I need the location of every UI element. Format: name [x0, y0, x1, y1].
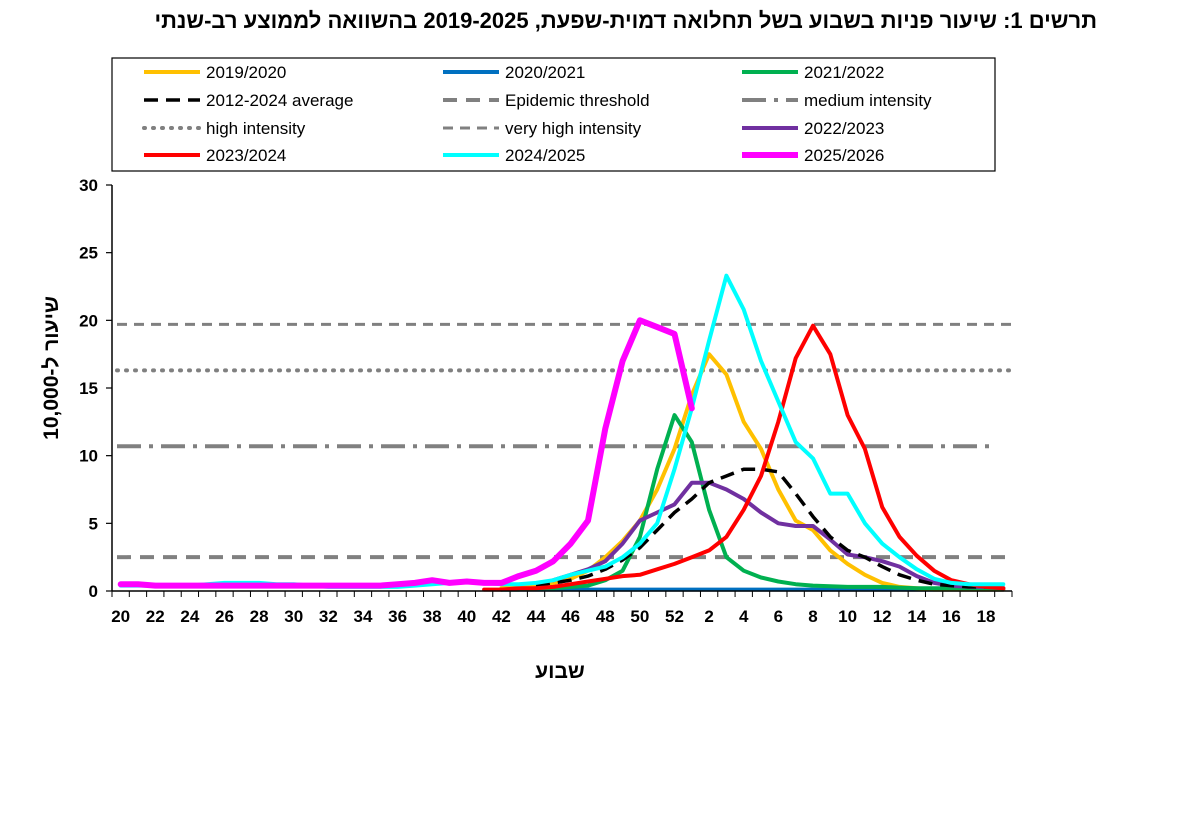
x-tick-label: 6	[774, 607, 783, 626]
series-2012-2024-average	[535, 467, 1004, 589]
y-tick-label: 5	[89, 514, 98, 533]
legend-label-2021-2022: 2021/2022	[804, 63, 884, 82]
x-tick-label: 50	[630, 607, 649, 626]
series-2024-2025	[118, 273, 1006, 589]
x-tick-label: 8	[808, 607, 817, 626]
x-tick-label: 20	[111, 607, 130, 626]
x-tick-label: 46	[561, 607, 580, 626]
x-tick-label: 52	[665, 607, 684, 626]
x-tick-label: 26	[215, 607, 234, 626]
series-2023-2024	[482, 323, 1006, 592]
y-tick-label: 15	[79, 379, 98, 398]
series-lines	[117, 273, 1006, 592]
legend-label-2012-2024-average: 2012-2024 average	[206, 91, 353, 110]
y-axis-title: שיעור ל-10,000	[40, 296, 63, 440]
legend-box	[111, 57, 996, 172]
legend-label-2020-2021: 2020/2021	[505, 63, 585, 82]
x-tick-label: 2	[704, 607, 713, 626]
x-tick-label: 22	[146, 607, 165, 626]
y-tick-label: 20	[79, 311, 98, 330]
y-tick-label: 10	[79, 447, 98, 466]
x-tick-label: 18	[977, 607, 996, 626]
x-tick-label: 42	[492, 607, 511, 626]
legend-label-very-high-intensity: very high intensity	[505, 119, 642, 138]
legend-label-medium-intensity: medium intensity	[804, 91, 932, 110]
x-tick-label: 48	[596, 607, 615, 626]
x-tick-label: 10	[838, 607, 857, 626]
x-tick-label: 44	[527, 607, 546, 626]
x-tick-label: 24	[180, 607, 199, 626]
x-axis-title: שבוע	[535, 660, 585, 683]
x-tick-label: 30	[284, 607, 303, 626]
legend-label-epidemic-threshold: Epidemic threshold	[505, 91, 650, 110]
legend-label-high-intensity: high intensity	[206, 119, 306, 138]
x-tick-label: 12	[873, 607, 892, 626]
x-tick-label: 40	[457, 607, 476, 626]
x-tick-label: 14	[907, 607, 926, 626]
series-2019-2020	[499, 352, 1006, 592]
chart-title: תרשים 1: שיעור פניות בשבוע בשל תחלואה דמ…	[154, 8, 1097, 33]
legend-label-2023-2024: 2023/2024	[206, 146, 286, 165]
series-2025-2026	[117, 317, 695, 589]
x-tick-label: 32	[319, 607, 338, 626]
x-tick-label: 28	[250, 607, 269, 626]
x-tick-label: 4	[739, 607, 749, 626]
x-tick-label: 36	[388, 607, 407, 626]
reference-lines	[115, 322, 1014, 560]
y-tick-label: 30	[79, 176, 98, 195]
series-2021-2022	[499, 413, 1006, 592]
legend-label-2025-2026: 2025/2026	[804, 146, 884, 165]
series-2022-2023	[551, 480, 1006, 591]
legend-label-2024-2025: 2024/2025	[505, 146, 585, 165]
legend-label-2019-2020: 2019/2020	[206, 63, 286, 82]
y-tick-label: 25	[79, 244, 98, 263]
x-tick-label: 38	[423, 607, 442, 626]
y-tick-label: 0	[89, 582, 98, 601]
legend-label-2022-2023: 2022/2023	[804, 119, 884, 138]
x-tick-label: 34	[354, 607, 373, 626]
legend: 2019/2020 2020/2021 2021/2022 2012-2024 ave…	[142, 63, 932, 165]
x-tick-label: 16	[942, 607, 961, 626]
